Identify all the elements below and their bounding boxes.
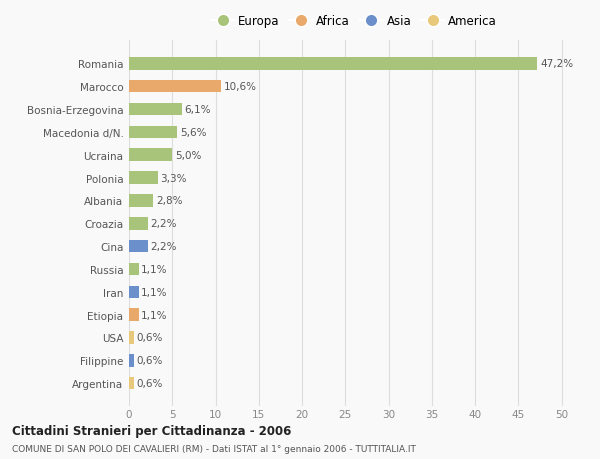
Text: Cittadini Stranieri per Cittadinanza - 2006: Cittadini Stranieri per Cittadinanza - 2… [12, 424, 292, 437]
Text: 0,6%: 0,6% [137, 356, 163, 365]
Text: 10,6%: 10,6% [223, 82, 256, 92]
Bar [129, 218, 148, 230]
Text: 1,1%: 1,1% [141, 287, 167, 297]
Text: 2,2%: 2,2% [151, 219, 177, 229]
Text: 6,1%: 6,1% [184, 105, 211, 115]
Text: 5,0%: 5,0% [175, 151, 201, 160]
Text: 47,2%: 47,2% [540, 59, 573, 69]
Text: 1,1%: 1,1% [141, 310, 167, 320]
Bar [129, 241, 148, 253]
Legend: Europa, Africa, Asia, America: Europa, Africa, Asia, America [206, 11, 502, 33]
Bar [129, 195, 153, 207]
Bar [129, 263, 139, 276]
Bar [129, 81, 221, 93]
Bar [129, 126, 178, 139]
Bar [129, 172, 158, 185]
Bar [129, 377, 134, 390]
Text: 3,3%: 3,3% [160, 173, 187, 183]
Bar [129, 103, 182, 116]
Text: 5,6%: 5,6% [180, 128, 206, 138]
Text: 2,2%: 2,2% [151, 241, 177, 252]
Bar [129, 309, 139, 321]
Bar [129, 149, 172, 162]
Text: 1,1%: 1,1% [141, 264, 167, 274]
Bar [129, 286, 139, 298]
Text: COMUNE DI SAN POLO DEI CAVALIERI (RM) - Dati ISTAT al 1° gennaio 2006 - TUTTITAL: COMUNE DI SAN POLO DEI CAVALIERI (RM) - … [12, 444, 416, 453]
Text: 2,8%: 2,8% [156, 196, 182, 206]
Text: 0,6%: 0,6% [137, 333, 163, 343]
Bar [129, 354, 134, 367]
Text: 0,6%: 0,6% [137, 378, 163, 388]
Bar [129, 58, 538, 70]
Bar [129, 331, 134, 344]
